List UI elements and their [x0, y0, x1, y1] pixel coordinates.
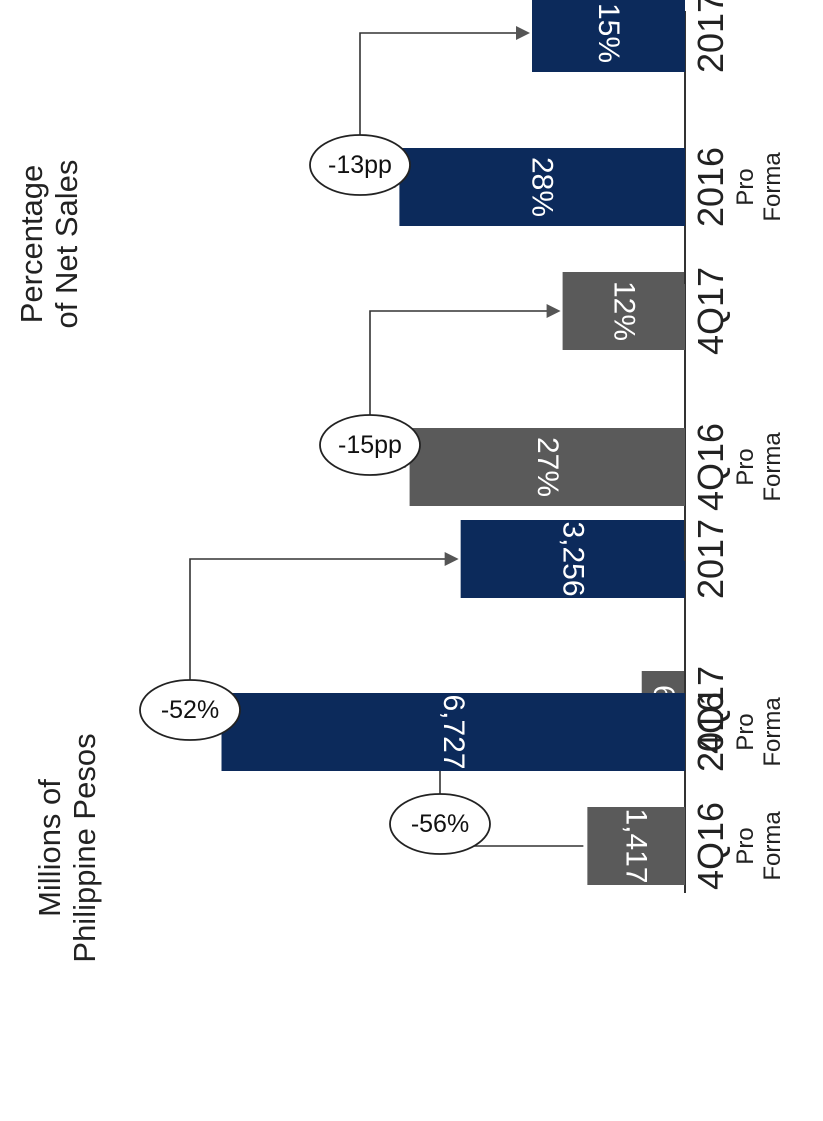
bar-group-4: 28% 2016 Pro Forma 15% 2017 -13pp — [309, 0, 786, 284]
category-sublabel: Pro — [732, 713, 759, 750]
bar — [587, 807, 686, 885]
change-arrow-head — [516, 26, 530, 40]
pct-title-line2: of Net Sales — [49, 160, 84, 329]
change-badge-label: -52% — [161, 696, 219, 724]
category-label: 4Q16 — [690, 423, 731, 511]
change-badge — [319, 414, 421, 476]
pesos-title-line2: Philippine Pesos — [67, 733, 102, 962]
bar — [460, 520, 685, 598]
change-badge-label: -56% — [411, 810, 469, 838]
category-label: 4Q17 — [690, 666, 731, 754]
bar-value-label: 3,256 — [556, 521, 589, 596]
category-sublabel: Forma — [759, 432, 786, 502]
category-label: 2017 — [690, 519, 731, 599]
bar-value-label: 27% — [531, 437, 564, 497]
category-label: 2016 — [690, 147, 731, 227]
bar-value-label: 12% — [607, 281, 640, 341]
bar — [221, 693, 685, 771]
bar — [562, 272, 685, 350]
change-arrow-line — [369, 310, 549, 417]
change-arrow-line — [189, 558, 447, 682]
bar-group-3: 27% 4Q16 Pro Forma 12% 4Q17 -15pp — [319, 267, 786, 561]
bar-group-1: 1,4174Q16ProForma6284Q17-56% — [389, 666, 786, 893]
category-label: 2016 — [690, 692, 731, 772]
change-arrow-head — [546, 304, 561, 318]
category-sublabel: Forma — [759, 811, 786, 881]
bar-value-label: 1,417 — [620, 808, 653, 883]
category-label: 4Q16 — [690, 802, 731, 890]
bar-value-label: 15% — [592, 3, 625, 63]
change-badge — [309, 134, 411, 196]
change-badge-label: -13pp — [328, 151, 392, 179]
change-arrow-line — [359, 32, 518, 137]
category-label: 4Q17 — [690, 267, 731, 355]
bar-group-2: 6,727 2016 Pro Forma 3,256 2017 -52% — [139, 519, 786, 791]
bar — [409, 428, 685, 506]
change-badge — [389, 793, 491, 855]
pct-title-line1: Percentage — [14, 165, 49, 324]
change-arrow-head — [444, 552, 459, 566]
bar — [399, 148, 685, 226]
change-badge — [139, 679, 241, 741]
category-label: 2017 — [690, 0, 731, 73]
category-sublabel: Forma — [759, 152, 786, 222]
category-sublabel: Forma — [759, 697, 786, 767]
bar-value-label: 28% — [526, 157, 559, 217]
category-sublabel: Pro — [732, 827, 759, 864]
category-sublabel: Pro — [732, 448, 759, 485]
pesos-title-line1: Millions of — [32, 779, 67, 917]
bar-value-label: 6,727 — [437, 694, 470, 769]
change-badge-label: -15pp — [338, 431, 402, 459]
bar — [532, 0, 685, 72]
category-sublabel: Pro — [732, 168, 759, 205]
